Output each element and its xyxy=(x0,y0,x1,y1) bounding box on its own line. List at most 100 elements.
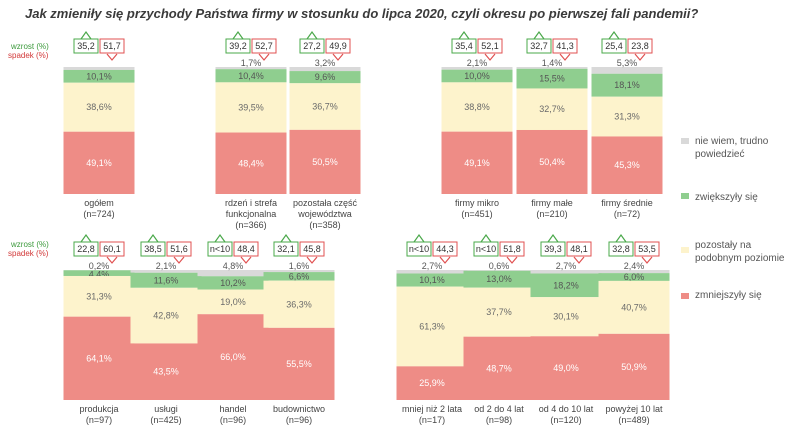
badge-growth-g4-b1-box xyxy=(473,241,499,257)
bar-g2-b1-label0: 1,4% xyxy=(542,58,563,68)
bar-g3-b2-label2: 19,0% xyxy=(220,297,246,307)
badge-decline-g3-b2-value: 48,4 xyxy=(237,244,255,254)
decline-badge-caption: spadek (%) xyxy=(8,51,49,60)
category-g2-b2-line0: firmy średnie xyxy=(601,198,653,208)
bar-g3-b3-label3: 55,5% xyxy=(286,359,312,369)
badge-decline-g0-b0-box xyxy=(99,38,125,54)
bar-g1-b1-seg0 xyxy=(289,67,361,72)
badge-decline-g2-b0-box xyxy=(477,38,503,54)
bar-g2-b0-label1: 10,0% xyxy=(464,71,490,81)
badge-growth-g3-b0-box xyxy=(73,241,99,257)
bar-g1-b0-label1: 10,4% xyxy=(238,71,264,81)
bar-g3-b2-seg1 xyxy=(197,276,269,290)
bar-g1-b0-seg0 xyxy=(215,67,287,70)
badge-decline-g3-b3-box xyxy=(299,241,325,257)
badge-growth-g0-b0-value: 35,2 xyxy=(77,41,95,51)
category-g1-b0-line1: funkcjonalna xyxy=(226,209,277,219)
bar-g2-b0-seg3 xyxy=(441,131,513,194)
bar-g4-b1-seg3 xyxy=(463,336,535,400)
category-g4-b1-line1: (n=98) xyxy=(486,415,512,425)
badge-decline-g4-b3-value: 53,5 xyxy=(638,244,656,254)
bar-g3-b1-label0: 2,1% xyxy=(156,261,177,271)
legend-swatch-2 xyxy=(681,247,689,253)
badge-growth-g2-b0-box xyxy=(451,38,477,54)
bar-g0-b0-seg2 xyxy=(63,82,135,132)
badge-growth-g4-b3-box xyxy=(608,241,634,257)
badge-decline-g3-b2-arrow xyxy=(240,256,252,264)
badge-decline-g4-b3-arrow xyxy=(641,256,653,264)
category-g3-b2-line1: (n=96) xyxy=(220,415,246,425)
bar-g2-b2-label1: 18,1% xyxy=(614,80,640,90)
chart-title: Jak zmieniły się przychody Państwa firmy… xyxy=(25,6,699,21)
bar-g2-b2-seg3 xyxy=(591,136,663,194)
bar-g3-b1-label2: 42,8% xyxy=(153,311,179,321)
bar-g3-b3-seg1 xyxy=(263,272,335,281)
badge-decline-g3-b1-value: 51,6 xyxy=(170,244,188,254)
badge-growth-g4-b2-value: 39,3 xyxy=(544,244,562,254)
badge-decline-g3-b0-box xyxy=(99,241,125,257)
badge-decline-g1-b0-arrow xyxy=(258,53,270,61)
bar-g2-b0-label2: 38,8% xyxy=(464,102,490,112)
badge-growth-g4-b2-box xyxy=(540,241,566,257)
badge-growth-g0-b0-arrow xyxy=(80,30,92,40)
badge-growth-g3-b3-box xyxy=(273,241,299,257)
legend-label-dont-know: nie wiem, trudno powiedzieć xyxy=(695,136,769,160)
legend-swatch-3 xyxy=(681,293,689,299)
badge-decline-g3-b0-arrow xyxy=(106,256,118,264)
bar-g4-b0-seg3 xyxy=(396,366,468,400)
bar-g4-b2-seg3 xyxy=(530,336,602,400)
growth-badge-caption-bottom: wzrost (%) xyxy=(11,240,49,249)
badge-decline-g4-b2-arrow xyxy=(573,256,585,264)
decline-badge-caption-bottom: spadek (%) xyxy=(8,249,49,258)
bar-g4-b3-label2: 40,7% xyxy=(621,302,647,312)
bar-g2-b1-seg0 xyxy=(516,67,588,69)
bar-g1-b1-seg1 xyxy=(289,71,361,84)
bar-g2-b0-label0: 2,1% xyxy=(467,58,488,68)
bar-g2-b1-seg2 xyxy=(516,88,588,130)
badge-decline-g1-b1-arrow xyxy=(332,53,344,61)
bar-g4-b2-label0: 2,7% xyxy=(556,261,577,271)
bar-g3-b0-label2: 31,3% xyxy=(86,291,112,301)
bar-g4-b1-label2: 37,7% xyxy=(486,307,512,317)
bar-g4-b3-label3: 50,9% xyxy=(621,362,647,372)
category-g4-b3-line1: (n=489) xyxy=(618,415,649,425)
badge-growth-g3-b3-value: 32,1 xyxy=(277,244,295,254)
badge-growth-g3-b2-value: n<10 xyxy=(210,244,230,254)
badge-growth-g1-b1-value: 27,2 xyxy=(303,41,321,51)
bar-g1-b0-seg2 xyxy=(215,82,287,133)
legend-label-same: pozostały na podobnym poziomie xyxy=(695,240,785,264)
badge-growth-g1-b1-box xyxy=(299,38,325,54)
bar-g2-b1-label2: 32,7% xyxy=(539,104,565,114)
bar-g1-b0-label3: 48,4% xyxy=(238,158,264,168)
bar-g1-b0-seg3 xyxy=(215,132,287,194)
bar-g3-b1-label3: 43,5% xyxy=(153,367,179,377)
bar-g0-b0-label1: 10,1% xyxy=(86,71,112,81)
bar-g4-b0-label2: 61,3% xyxy=(419,321,445,331)
badge-decline-g2-b0-value: 52,1 xyxy=(481,41,499,51)
bar-g2-b2-seg0 xyxy=(591,67,663,74)
badge-growth-g3-b0-arrow xyxy=(80,233,92,243)
badge-decline-g3-b1-box xyxy=(166,241,192,257)
badge-decline-g4-b1-arrow xyxy=(506,256,518,264)
badge-decline-g1-b0-box xyxy=(251,38,277,54)
bar-g4-b2-label3: 49,0% xyxy=(553,363,579,373)
bar-g3-b0-seg1 xyxy=(63,270,135,276)
badge-decline-g0-b0-arrow xyxy=(106,53,118,61)
bar-g3-b1-seg0 xyxy=(130,270,202,273)
badge-decline-g1-b1-value: 49,9 xyxy=(329,41,347,51)
badge-growth-g4-b0-box xyxy=(406,241,432,257)
bar-g0-b0-label3: 49,1% xyxy=(86,158,112,168)
badge-growth-g1-b0-box xyxy=(225,38,251,54)
bar-g2-b0-label3: 49,1% xyxy=(464,158,490,168)
bar-g3-b0-label1: 4,4% xyxy=(89,269,110,279)
bar-g0-b0-seg3 xyxy=(63,131,135,194)
bar-g2-b2-label0: 5,3% xyxy=(617,58,638,68)
bar-g1-b1-label1: 9,6% xyxy=(315,72,336,82)
bar-g1-b0-seg1 xyxy=(215,69,287,83)
bar-g4-b1-label3: 48,7% xyxy=(486,363,512,373)
legend-swatch-1 xyxy=(681,193,689,199)
badge-growth-g3-b3-arrow xyxy=(280,233,292,243)
badge-growth-g1-b0-value: 39,2 xyxy=(229,41,247,51)
bar-g4-b0-seg2 xyxy=(396,286,468,367)
